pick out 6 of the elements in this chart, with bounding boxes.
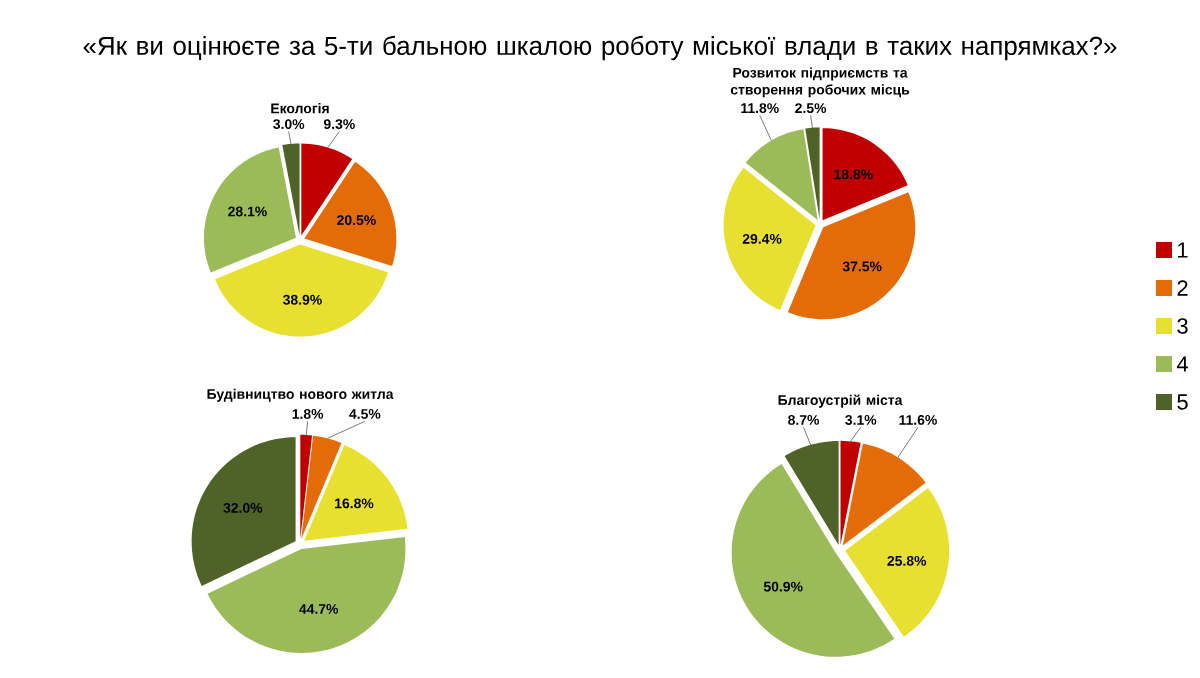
legend-label: 2: [1177, 280, 1188, 296]
legend-label: 1: [1178, 242, 1188, 258]
legend-label: 3: [1177, 318, 1188, 334]
text: «Як ви оцінюєте за 5-ти бальною шкалою роботу міської влади в таких напрямках?»: [83, 35, 1117, 61]
legend-label: 4: [1176, 356, 1188, 372]
legend-label: 5: [1177, 394, 1188, 410]
